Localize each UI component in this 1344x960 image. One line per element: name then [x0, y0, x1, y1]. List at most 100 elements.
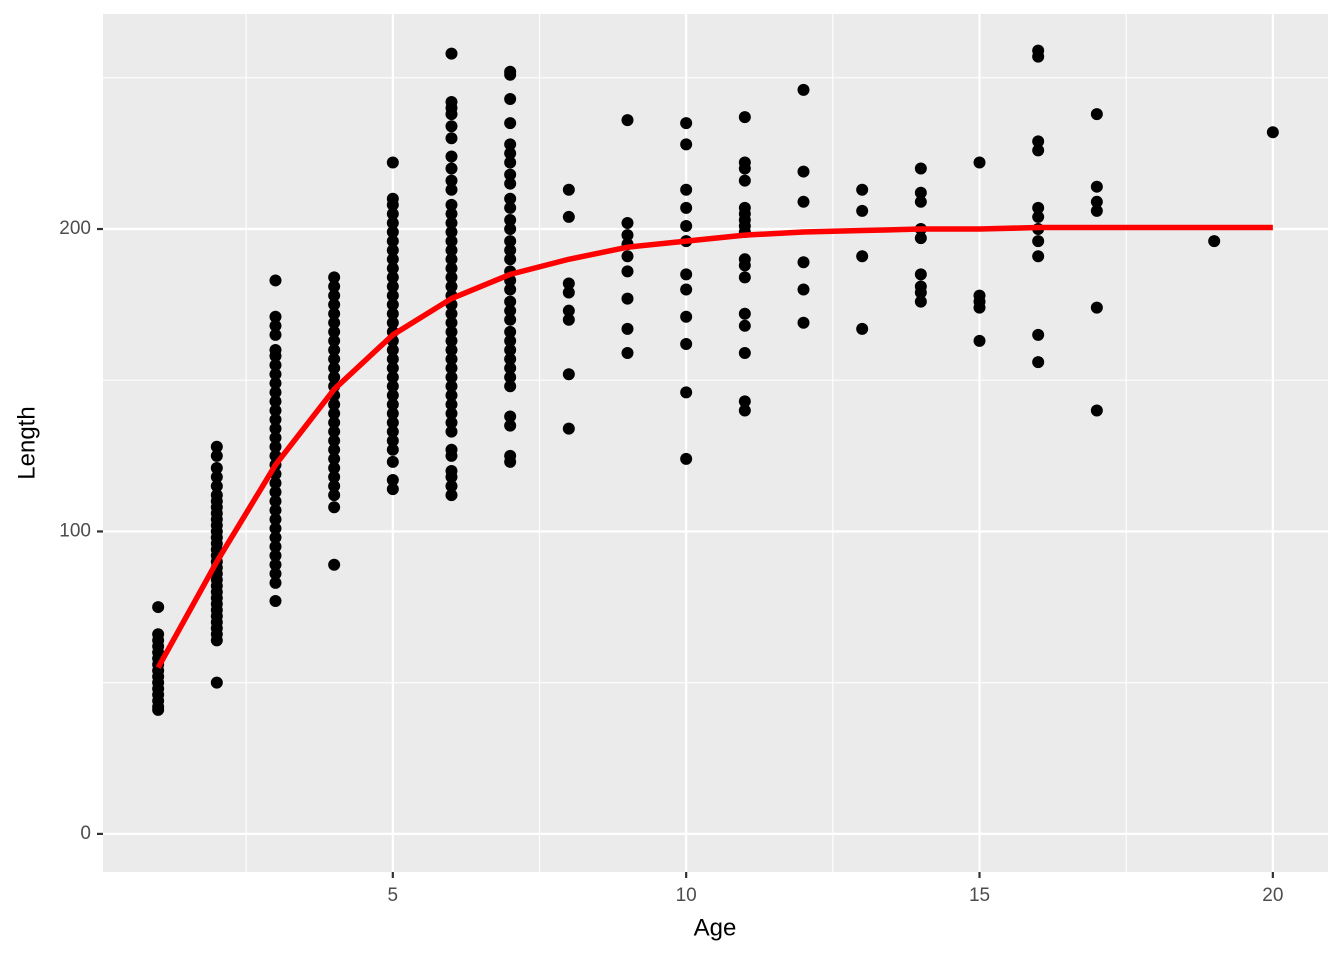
point — [621, 347, 634, 360]
point — [328, 334, 341, 347]
point — [504, 304, 517, 317]
x-axis-title: Age — [694, 914, 737, 941]
point — [914, 162, 927, 175]
point — [1090, 180, 1103, 193]
point — [445, 307, 458, 320]
point — [269, 513, 282, 526]
point — [445, 47, 458, 60]
point — [269, 274, 282, 287]
point — [504, 449, 517, 462]
fit-line — [155, 224, 1273, 669]
point — [386, 380, 399, 393]
point — [386, 455, 399, 468]
point — [328, 344, 341, 357]
point — [269, 359, 282, 372]
point — [1032, 201, 1045, 214]
point — [386, 425, 399, 438]
point — [386, 416, 399, 429]
point — [269, 386, 282, 399]
point — [269, 440, 282, 453]
point — [269, 422, 282, 435]
point — [445, 207, 458, 220]
point — [386, 371, 399, 384]
point — [386, 443, 399, 456]
point — [445, 464, 458, 477]
point — [973, 289, 986, 302]
x-tick-label: 15 — [969, 885, 990, 906]
point — [328, 325, 341, 338]
point — [504, 283, 517, 296]
y-tick-label: 0 — [80, 823, 91, 844]
point — [328, 425, 341, 438]
point — [1090, 204, 1103, 217]
point — [386, 192, 399, 205]
point — [445, 362, 458, 375]
point — [856, 322, 869, 335]
x-tick-label: 5 — [388, 885, 399, 906]
point — [386, 316, 399, 329]
point — [856, 183, 869, 196]
point — [445, 480, 458, 493]
point — [1208, 235, 1221, 248]
point — [445, 443, 458, 456]
point — [562, 304, 575, 317]
point — [328, 316, 341, 329]
point — [328, 471, 341, 484]
point — [621, 250, 634, 263]
point — [445, 226, 458, 239]
point — [738, 201, 751, 214]
point — [504, 201, 517, 214]
point — [328, 461, 341, 474]
point — [738, 111, 751, 124]
point — [152, 628, 165, 641]
point — [445, 132, 458, 145]
point — [445, 489, 458, 502]
point — [269, 328, 282, 341]
point — [386, 226, 399, 239]
point — [504, 344, 517, 357]
point — [386, 307, 399, 320]
point — [504, 223, 517, 236]
point — [973, 334, 986, 347]
point — [386, 483, 399, 496]
point — [621, 229, 634, 242]
point — [386, 434, 399, 447]
point — [738, 174, 751, 187]
y-axis-title: Length — [13, 406, 40, 479]
point — [621, 265, 634, 278]
point — [914, 295, 927, 308]
point — [445, 371, 458, 384]
point — [269, 540, 282, 553]
point — [680, 386, 693, 399]
point — [445, 398, 458, 411]
point — [504, 192, 517, 205]
point — [562, 422, 575, 435]
point — [328, 298, 341, 311]
point — [269, 395, 282, 408]
point — [210, 480, 223, 493]
x-tick-label: 10 — [676, 885, 697, 906]
point — [504, 65, 517, 78]
point — [445, 183, 458, 196]
point — [504, 156, 517, 169]
point — [445, 334, 458, 347]
point — [328, 398, 341, 411]
point — [445, 150, 458, 163]
point — [269, 558, 282, 571]
point — [914, 186, 927, 199]
point — [445, 344, 458, 357]
point — [269, 549, 282, 562]
point — [680, 201, 693, 214]
point — [504, 147, 517, 160]
point — [680, 183, 693, 196]
point — [328, 443, 341, 456]
point — [797, 165, 810, 178]
point — [680, 452, 693, 465]
point — [210, 676, 223, 689]
point — [445, 262, 458, 275]
point — [328, 452, 341, 465]
point — [386, 298, 399, 311]
point — [269, 495, 282, 508]
